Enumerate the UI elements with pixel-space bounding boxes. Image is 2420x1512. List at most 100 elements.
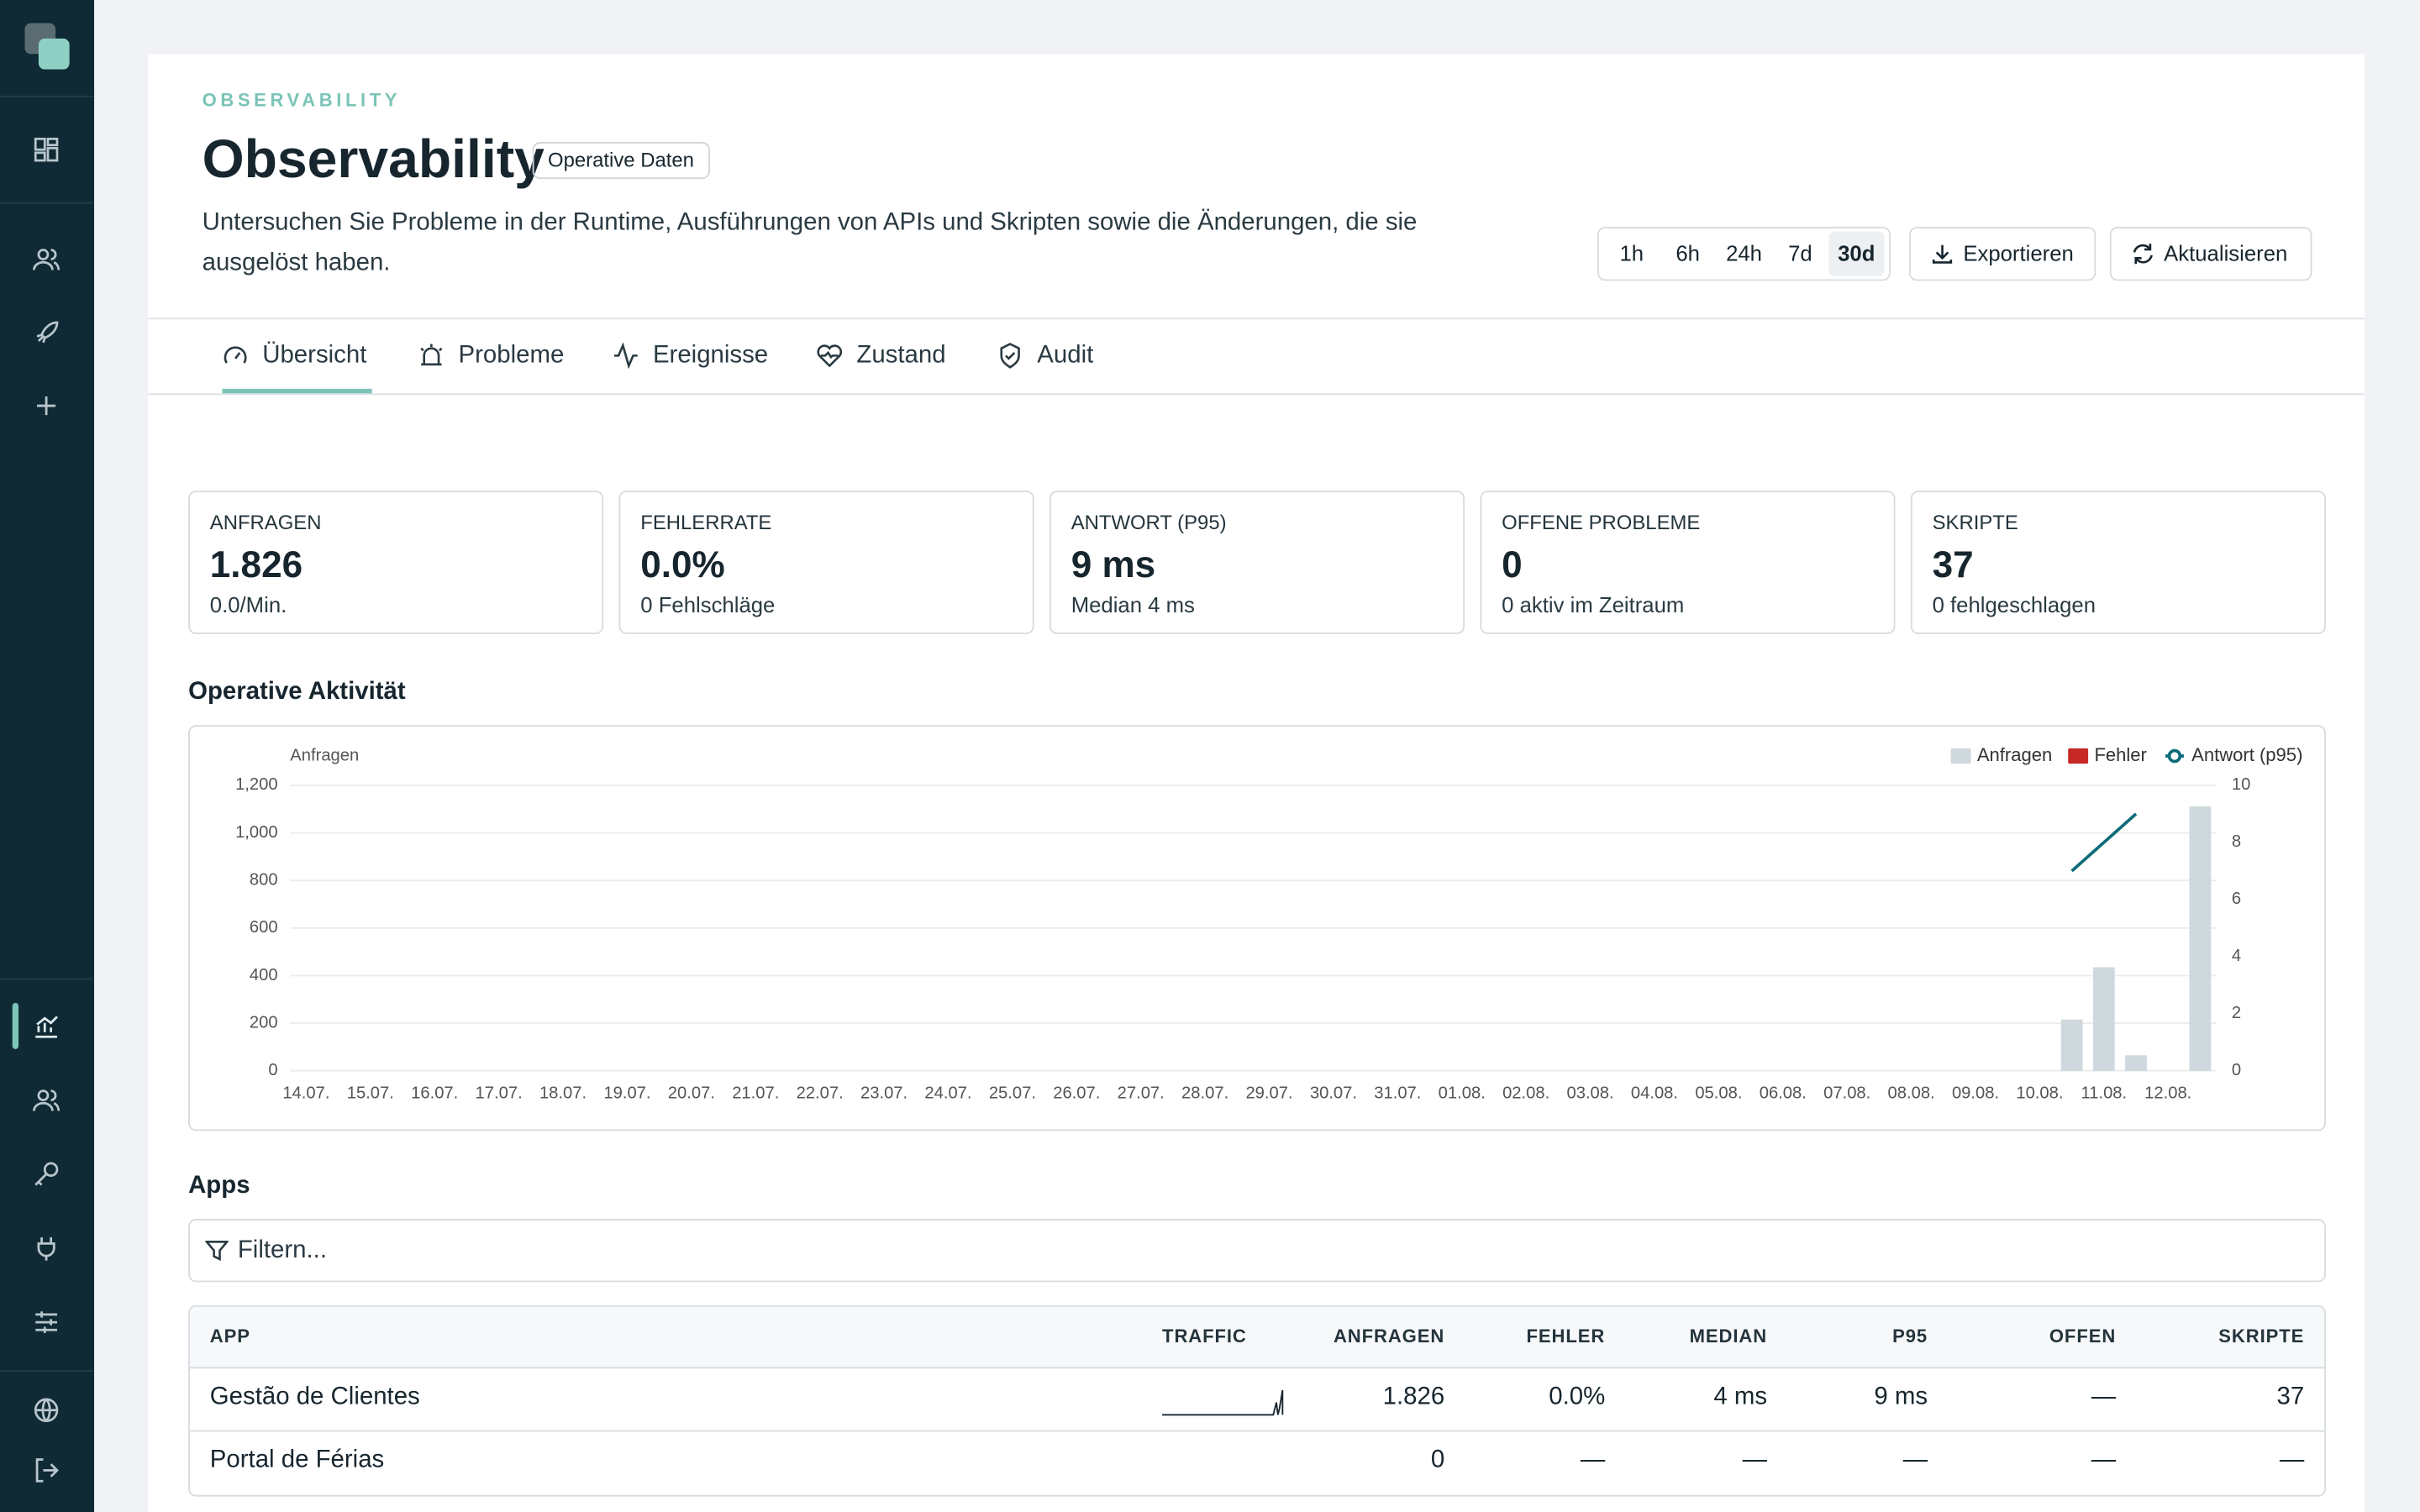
x-tick-label: 07.08.: [1823, 1084, 1870, 1103]
nav-users[interactable]: [33, 245, 60, 273]
kpi-label: ANTWORT (P95): [1071, 510, 1227, 534]
range-option[interactable]: 7d: [1788, 240, 1812, 265]
tab[interactable]: Ereignisse: [613, 339, 768, 376]
nav-settings[interactable]: [33, 1309, 60, 1336]
kpi-label: OFFENE PROBLEME: [1502, 510, 1701, 534]
main-card: [148, 54, 2365, 1512]
table-cell: 9 ms: [1874, 1383, 1928, 1410]
column-header: TRAFFIC: [1162, 1325, 1247, 1347]
kpi-card: ANTWORT (P95) 9 ms Median 4 ms: [1049, 491, 1465, 634]
x-tick-label: 09.08.: [1952, 1084, 1999, 1103]
x-tick-label: 31.07.: [1374, 1084, 1421, 1103]
section-title: Apps: [188, 1172, 250, 1200]
x-tick-label: 05.08.: [1695, 1084, 1742, 1103]
y-tick-label: 400: [250, 966, 278, 984]
legend-swatch: [2167, 748, 2182, 764]
range-option[interactable]: 30d: [1828, 231, 1885, 276]
kpi-value: 0: [1502, 544, 1523, 586]
table-cell: 1.826: [1382, 1383, 1445, 1410]
nav-keys[interactable]: [33, 1160, 60, 1188]
button-label: Aktualisieren: [2164, 240, 2288, 265]
range-option[interactable]: 6h: [1676, 240, 1700, 265]
y-tick-label: 1,200: [235, 775, 278, 794]
column-header: ANFRAGEN: [1333, 1325, 1445, 1347]
nav-logout[interactable]: [33, 1457, 60, 1484]
section-title: Operative Aktivität: [188, 679, 406, 706]
table-cell: 0: [1430, 1446, 1445, 1474]
x-tick-label: 17.07.: [476, 1084, 523, 1103]
description: Untersuchen Sie Probleme in der Runtime,…: [202, 209, 1418, 276]
table-header: [189, 1306, 2325, 1369]
table-cell: —: [2279, 1446, 2305, 1474]
filter-input[interactable]: Filtern...: [188, 1219, 2326, 1283]
refresh-button[interactable]: Aktualisieren: [2109, 227, 2312, 281]
button-label: Exportieren: [1963, 240, 2074, 265]
tab-label: Ereignisse: [652, 342, 769, 369]
x-tick-label: 10.08.: [2016, 1084, 2063, 1103]
column-header: FEHLER: [1526, 1325, 1606, 1347]
x-tick-label: 28.07.: [1181, 1084, 1228, 1103]
kpi-sub: 0.0/Min.: [209, 592, 287, 617]
tab-label: Audit: [1037, 342, 1094, 369]
tab[interactable]: Übersicht: [222, 339, 366, 376]
x-tick-label: 19.07.: [603, 1084, 650, 1103]
legend-swatch: [2068, 748, 2089, 764]
eyebrow: OBSERVABILITY: [202, 89, 402, 112]
y-tick-label: 0: [268, 1061, 277, 1079]
nav-dashboard[interactable]: [33, 136, 60, 164]
kpi-sub: 0 fehlgeschlagen: [1932, 592, 2096, 617]
tab-label: Übersicht: [262, 342, 367, 369]
kpi-sub: Median 4 ms: [1071, 592, 1195, 617]
x-tick-label: 03.08.: [1567, 1084, 1614, 1103]
nav-team[interactable]: [33, 1086, 60, 1114]
column-header: P95: [1892, 1325, 1928, 1347]
column-header: MEDIAN: [1689, 1325, 1768, 1347]
tab-label: Zustand: [856, 342, 946, 369]
nav-observability[interactable]: [33, 1012, 60, 1040]
x-tick-label: 06.08.: [1760, 1084, 1807, 1103]
x-tick-label: 04.08.: [1631, 1084, 1678, 1103]
logo: [24, 23, 70, 70]
x-tick-label: 01.08.: [1439, 1084, 1486, 1103]
kpi-label: ANFRAGEN: [209, 510, 322, 534]
table-cell: —: [2091, 1446, 2117, 1474]
legend-swatch: [1950, 748, 1971, 764]
x-tick-label: 14.07.: [282, 1084, 329, 1103]
kpi-label: FEHLERRATE: [640, 510, 772, 534]
nav-language[interactable]: [33, 1396, 60, 1424]
range-option[interactable]: 1h: [1619, 240, 1644, 265]
row-divider: [189, 1430, 2325, 1432]
table-cell: 37: [2276, 1383, 2305, 1410]
legend-label: Anfragen: [1977, 744, 2052, 765]
y2-tick-label: 8: [2232, 832, 2241, 851]
nav-add[interactable]: [33, 392, 60, 420]
kpi-value: 0.0%: [640, 544, 725, 586]
y2-tick-label: 10: [2232, 775, 2250, 794]
tab[interactable]: Zustand: [817, 339, 946, 376]
tab-label: Probleme: [458, 342, 565, 369]
bar: [2189, 806, 2212, 1071]
x-tick-label: 24.07.: [924, 1084, 971, 1103]
x-tick-label: 12.08.: [2144, 1084, 2191, 1103]
tab[interactable]: Probleme: [418, 339, 565, 376]
badge: Operative Daten: [532, 141, 710, 180]
kpi-value: 37: [1932, 544, 1974, 586]
y2-tick-label: 0: [2232, 1061, 2241, 1079]
table-cell: 4 ms: [1713, 1383, 1768, 1410]
nav-deploy[interactable]: [33, 319, 60, 347]
bar: [2125, 1055, 2147, 1071]
kpi-label: SKRIPTE: [1932, 510, 2018, 534]
table-cell: 0.0%: [1549, 1383, 1606, 1410]
nav-plugins[interactable]: [33, 1234, 60, 1262]
kpi-value: 9 ms: [1071, 544, 1156, 586]
kpi-card: FEHLERRATE 0.0% 0 Fehlschläge: [618, 491, 1034, 634]
sidebar: [0, 0, 95, 1512]
export-button[interactable]: Exportieren: [1909, 227, 2096, 281]
x-tick-label: 11.08.: [2081, 1084, 2128, 1103]
page-title: Observability: [202, 129, 544, 190]
tab[interactable]: Audit: [997, 339, 1094, 376]
range-option[interactable]: 24h: [1726, 240, 1762, 265]
kpi-card: OFFENE PROBLEME 0 0 aktiv im Zeitraum: [1480, 491, 1896, 634]
traffic-sparkline: [1162, 1389, 1284, 1416]
column-header: OFFEN: [2049, 1325, 2117, 1347]
